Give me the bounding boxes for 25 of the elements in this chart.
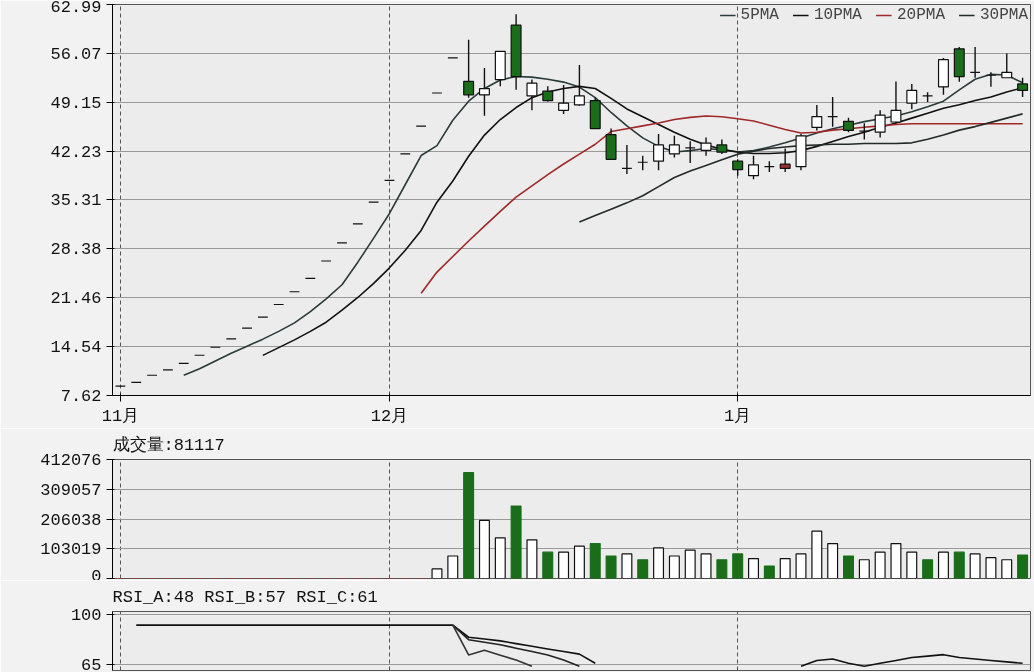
y-tick-label: 28.38 (50, 240, 102, 260)
y-tick-label: 412076 (40, 451, 102, 470)
legend-label: 30PMA (979, 6, 1028, 24)
legend-label: 5PMA (740, 6, 779, 24)
y-tick-label: 35.31 (50, 191, 102, 211)
y-tick-label: 7.62 (60, 387, 102, 406)
y-tick-label: 0 (91, 566, 102, 586)
x-tick-label: 11月 (101, 406, 140, 426)
y-tick-label: 56.07 (50, 44, 102, 64)
y-tick-label: 309057 (40, 480, 102, 500)
chart-title: 成交量:81117 (112, 434, 225, 455)
legend-label: 20PMA (896, 6, 945, 24)
y-tick-label: 42.23 (50, 142, 102, 162)
y-tick-label: 49.15 (50, 93, 102, 113)
y-tick-label: 62.99 (50, 0, 102, 17)
y-tick-label: 65 (81, 656, 102, 672)
legend-label: 10PMA (813, 6, 862, 24)
y-tick-label: 21.46 (50, 289, 102, 309)
y-tick-label: 100 (70, 605, 102, 625)
x-tick-label: 12月 (370, 406, 409, 426)
x-tick-label: 1月 (724, 406, 752, 426)
y-tick-label: 14.54 (50, 338, 102, 358)
y-tick-label: 206038 (40, 510, 102, 530)
chart-title: RSI_A:48 RSI_B:57 RSI_C:61 (112, 587, 378, 607)
y-tick-label: 103019 (40, 540, 102, 560)
